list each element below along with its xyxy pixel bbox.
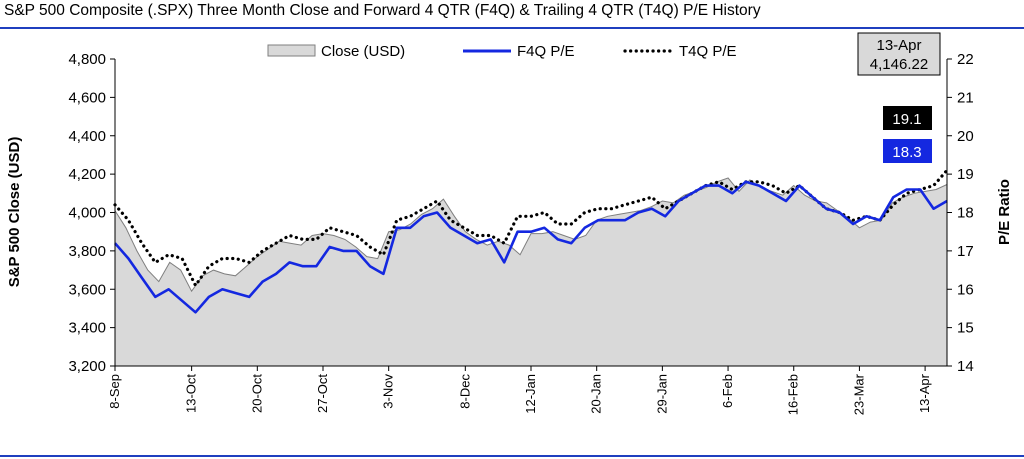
t4q-pe-line (113, 168, 949, 289)
left-tick-label: 4,200 (68, 166, 106, 183)
right-tick-label: 19 (957, 166, 974, 183)
x-tick-label: 8-Sep (107, 374, 122, 409)
legend-close-swatch (267, 44, 316, 57)
t4q-last-value: 19.1 (892, 111, 921, 128)
right-tick-label: 20 (957, 128, 974, 145)
chart-title: S&P 500 Composite (.SPX) Three Month Clo… (4, 2, 761, 19)
left-tick-label: 3,800 (68, 243, 106, 260)
left-tick-label: 4,600 (68, 89, 106, 106)
close-area (115, 178, 947, 366)
bottom-rule (0, 455, 1024, 457)
x-tick-label: 29-Jan (654, 374, 669, 414)
left-tick-label: 3,400 (68, 320, 106, 337)
f4q-pe-line (114, 180, 948, 314)
x-tick-label: 20-Jan (589, 374, 604, 414)
right-tick-label: 22 (957, 51, 974, 68)
right-tick-label: 18 (957, 205, 974, 222)
last-close-date: 13-Apr (876, 37, 921, 54)
x-tick-label: 27-Oct (315, 374, 330, 413)
right-tick-label: 14 (957, 358, 974, 375)
left-tick-label: 3,200 (68, 358, 106, 375)
legend-close-label: Close (USD) (321, 43, 405, 60)
last-close-value: 4,146.22 (870, 56, 928, 73)
top-rule (0, 27, 1024, 29)
x-tick-label: 20-Oct (249, 374, 264, 413)
left-tick-label: 3,600 (68, 281, 106, 298)
left-tick-label: 4,400 (68, 128, 106, 145)
x-tick-label: 8-Dec (457, 374, 472, 409)
x-tick-label: 16-Feb (786, 374, 801, 415)
t4q-last-value-box (883, 106, 932, 130)
left-tick-label: 4,800 (68, 51, 106, 68)
left-tick-label: 4,000 (68, 205, 106, 222)
last-close-box (857, 32, 941, 76)
x-tick-label: 13-Oct (184, 374, 199, 413)
x-tick-label: 12-Jan (523, 374, 538, 414)
legend-t4q-label: T4Q P/E (679, 43, 737, 60)
right-tick-label: 21 (957, 89, 974, 106)
right-tick-label: 16 (957, 281, 974, 298)
legend-f4q-label: F4Q P/E (517, 43, 575, 60)
x-tick-label: 23-Mar (851, 373, 866, 415)
right-tick-label: 17 (957, 243, 974, 260)
f4q-last-value: 18.3 (892, 144, 921, 161)
right-axis-title: P/E Ratio (996, 179, 1013, 245)
x-tick-label: 3-Nov (381, 374, 396, 409)
left-axis-title: S&P 500 Close (USD) (6, 137, 23, 288)
x-tick-label: 13-Apr (917, 373, 932, 413)
x-tick-label: 6-Feb (720, 374, 735, 408)
right-tick-label: 15 (957, 320, 974, 337)
f4q-last-value-box (883, 139, 932, 163)
